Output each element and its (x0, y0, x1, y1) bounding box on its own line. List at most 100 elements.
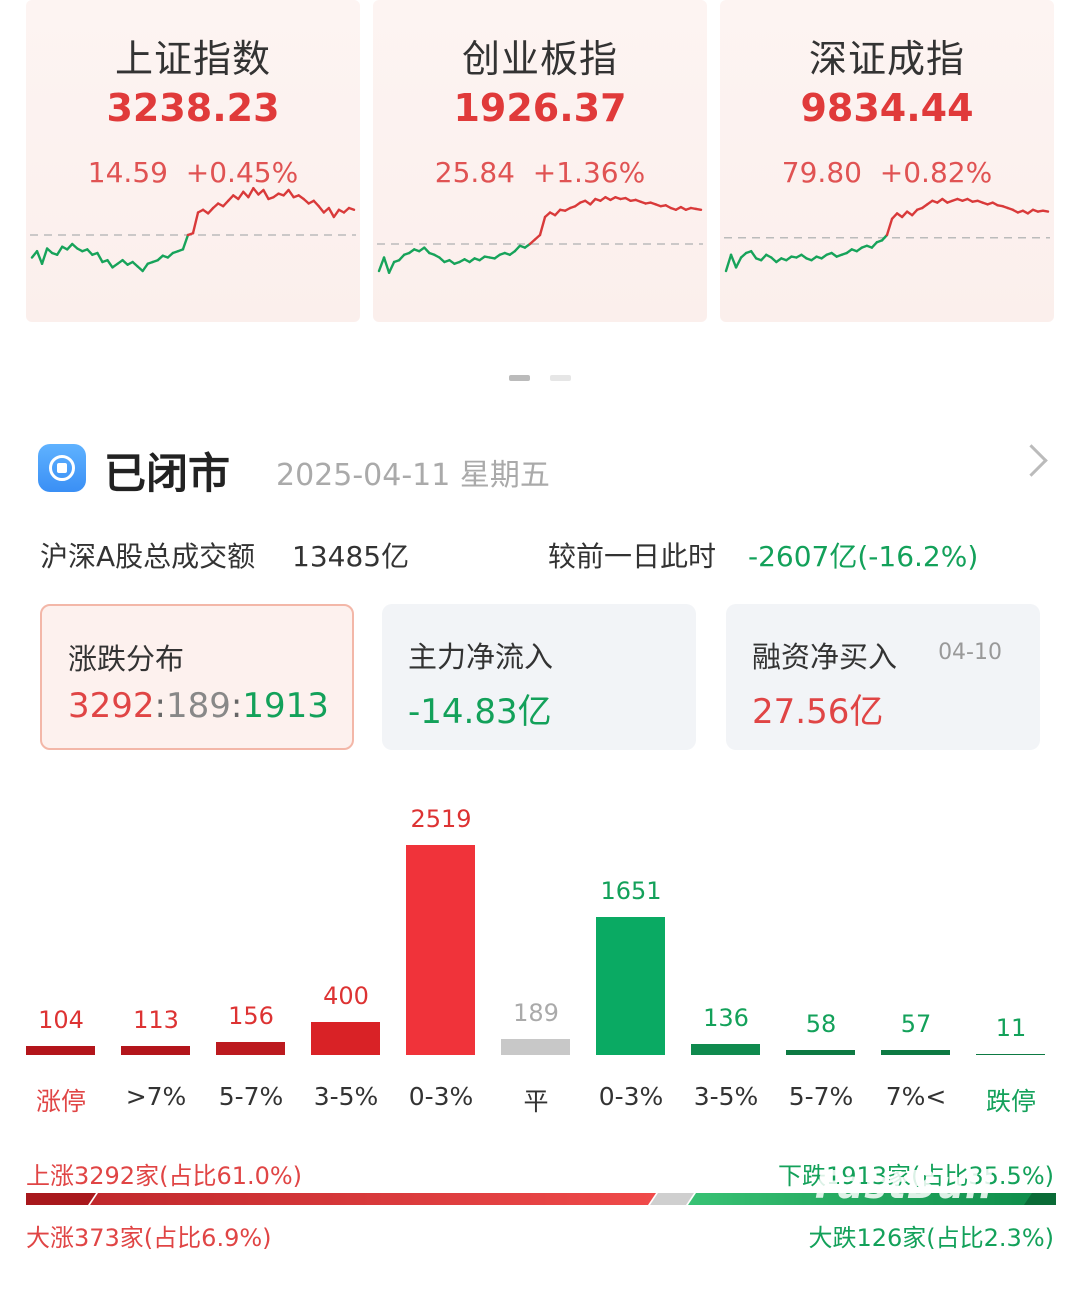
sparkline-segment (900, 210, 909, 219)
market-date: 2025-04-11 星期五 (276, 458, 550, 493)
stat-label: 融资净买入 (752, 640, 898, 674)
sparkline-segment (191, 211, 200, 235)
sparkline-segment (734, 256, 743, 269)
sparkline-segment (106, 258, 114, 269)
bar (26, 1046, 95, 1055)
sparkline-segment (66, 242, 74, 251)
sparkline-segment (910, 208, 919, 217)
sparkline-segment (237, 190, 245, 201)
bar-category-label: 0-3% (408, 1082, 474, 1111)
ratio-bar-up (90, 1193, 656, 1205)
sparkline-segment (282, 188, 290, 197)
summary-big-up: 大涨373家(占比6.9%) (26, 1224, 272, 1252)
sparkline-segment (35, 249, 44, 266)
index-name: 上证指数 (114, 37, 271, 81)
bar (216, 1041, 285, 1055)
sparkline-segment (86, 248, 94, 257)
ratio-bar-big-up (26, 1193, 96, 1205)
bar-value-label: 1651 (600, 877, 662, 906)
ratio-bar (26, 1193, 1056, 1205)
sparkline-segment (181, 233, 190, 251)
bar (691, 1043, 760, 1055)
index-card-sh[interactable]: 上证指数 3238.23 14.59 +0.45% (26, 0, 360, 322)
sparkline-segment (141, 262, 149, 273)
bar-category-label: 5-7% (788, 1082, 854, 1111)
sparkline-segment (40, 247, 49, 266)
sparkline-segment (890, 212, 899, 220)
sparkline-segment (332, 208, 341, 219)
bar-category-label: 7%< (885, 1082, 947, 1111)
sparkline-segment (317, 205, 326, 214)
index-change-pct: +0.82% (879, 156, 993, 189)
sparkline-segment (1041, 209, 1050, 213)
sparkline-segment (221, 199, 230, 208)
watermark-logo: FastBull (815, 1163, 994, 1207)
sparkline-segment (760, 253, 768, 262)
index-price: 3238.23 (106, 86, 280, 130)
sparkline-segment (694, 207, 703, 211)
sparkline-segment (749, 249, 758, 260)
sparkline-segment (589, 197, 597, 206)
stat-card-margin[interactable]: 融资净买入 04-10 27.56亿 (726, 604, 1040, 750)
stat-value: -14.83亿 (408, 692, 552, 732)
sparkline-segment (382, 256, 391, 275)
bar (311, 1021, 380, 1055)
sparkline-segment (247, 186, 255, 199)
stat-value: 3292:189:1913 (68, 686, 329, 726)
sparkline-segment (262, 188, 270, 201)
sparkline-segment (553, 208, 562, 217)
sparkline-segment (287, 188, 295, 199)
market-status-icon (38, 444, 86, 492)
sparkline-segment (513, 244, 522, 253)
up-count: 3292 (68, 686, 155, 726)
market-status: 已闭市 (104, 449, 231, 498)
bar-value-label: 156 (228, 1001, 274, 1030)
flat-count: 189 (166, 686, 231, 726)
sparkline-segment (55, 245, 64, 257)
stat-card-distribution[interactable]: 涨跌分布 3292:189:1913 (40, 604, 354, 750)
index-card-cyb[interactable]: 创业板指 1926.37 25.84 +1.36% (373, 0, 707, 322)
down-count: 1913 (242, 686, 329, 726)
stat-date: 04-10 (938, 640, 1002, 665)
sparkline-segment (423, 246, 431, 255)
bar-category-label: 涨停 (35, 1087, 86, 1116)
sparkline-segment (870, 241, 879, 249)
index-card-sz[interactable]: 深证成指 9834.44 79.80 +0.82% (720, 0, 1054, 322)
chevron-right-icon[interactable] (1015, 444, 1048, 477)
bar-value-label: 400 (323, 981, 369, 1010)
sparkline-segment (377, 256, 386, 273)
bar-category-label: 3-5% (313, 1082, 379, 1111)
bar-value-label: 58 (805, 1010, 837, 1039)
summary-up: 上涨3292家(占比61.0%) (26, 1162, 303, 1190)
ratio-bar-big-down (1024, 1193, 1056, 1205)
bar (501, 1039, 570, 1055)
sparkline-segment (729, 253, 738, 269)
bar (786, 1050, 855, 1055)
bar-category-label: 0-3% (598, 1082, 664, 1111)
sparkline-segment (885, 217, 894, 237)
sparkline-segment (397, 253, 406, 262)
bar (121, 1045, 190, 1055)
page-dot-active[interactable] (509, 375, 530, 381)
bar-value-label: 11 (995, 1014, 1027, 1042)
index-change-value: 25.84 (434, 156, 515, 189)
sparkline-segment (327, 206, 336, 219)
bar-category-label: >7% (125, 1082, 187, 1111)
index-name: 创业板指 (461, 37, 618, 81)
bar-category-label: 跌停 (985, 1087, 1036, 1116)
index-name: 深证成指 (808, 37, 965, 81)
sparkline-segment (387, 260, 396, 275)
ratio-bar-flat (650, 1193, 694, 1205)
sparkline-segment (227, 194, 235, 202)
index-change-value: 14.59 (87, 156, 168, 189)
page-dot[interactable] (550, 375, 571, 381)
index-change-value: 79.80 (781, 156, 862, 189)
stat-label: 涨跌分布 (68, 642, 185, 676)
index-change: 79.80 +0.82% (720, 156, 1054, 189)
summary-big-down: 大跌126家(占比2.3%) (808, 1224, 1054, 1252)
stat-card-main-inflow[interactable]: 主力净流入 -14.83亿 (382, 604, 696, 750)
bar (976, 1054, 1045, 1055)
summary-down: 下跌1913家(占比35.5%) (777, 1162, 1054, 1190)
bar-value-label: 113 (133, 1005, 179, 1034)
index-change: 25.84 +1.36% (373, 156, 707, 189)
